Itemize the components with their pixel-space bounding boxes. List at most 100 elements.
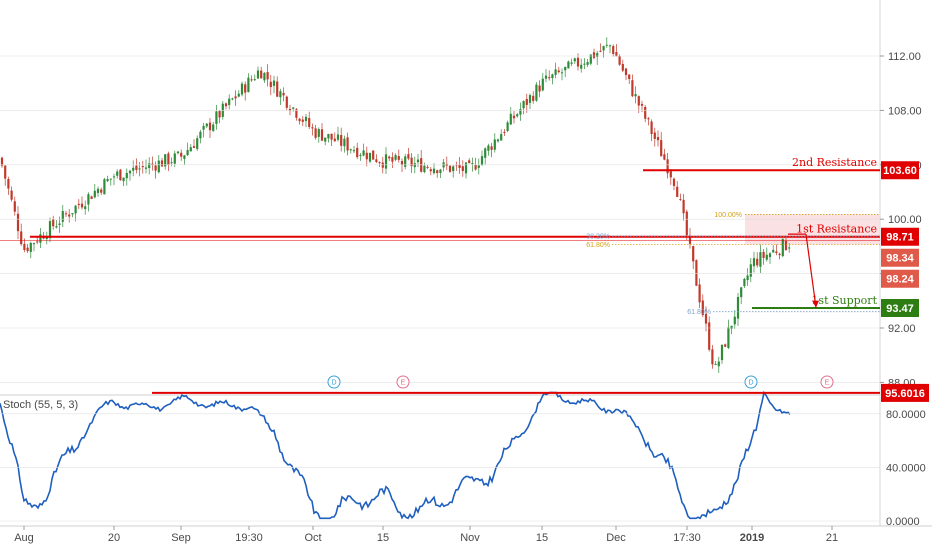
candle-down	[669, 171, 672, 178]
candle-down	[612, 46, 615, 54]
candle-down	[301, 119, 304, 122]
projection-arrow-head	[812, 300, 819, 308]
candle-down	[676, 186, 679, 197]
candle-up	[567, 61, 570, 69]
second-resistance-price-tag-box	[881, 161, 919, 180]
candle-down	[400, 161, 404, 165]
candle-down	[474, 164, 477, 170]
time-tick-label: 19:30	[235, 532, 263, 544]
candle-down	[100, 189, 103, 193]
candle-down	[80, 203, 84, 208]
candle-up	[500, 134, 503, 141]
candle-down	[378, 162, 381, 164]
candle-up	[292, 107, 295, 109]
candle-down	[618, 56, 621, 65]
candle-down	[244, 84, 247, 93]
candle-up	[349, 149, 352, 151]
candle-up	[279, 91, 282, 98]
second-resistance-label: 2nd Resistance	[792, 156, 877, 169]
current-price-tag-box	[881, 248, 919, 267]
candle-down	[557, 70, 560, 73]
candle-down	[381, 162, 384, 168]
candle-down	[269, 81, 272, 88]
event-marker-circle	[820, 375, 834, 389]
candle-up	[452, 166, 455, 172]
candle-down	[631, 80, 634, 97]
candle-down	[266, 72, 269, 80]
candle-up	[573, 58, 576, 62]
candle-down	[756, 258, 759, 266]
candle-up	[45, 237, 48, 239]
candle-up	[103, 179, 106, 195]
price-tick-label: 112.00	[888, 51, 921, 63]
candle-up	[138, 168, 141, 170]
candle-down	[548, 77, 551, 79]
candle-down	[778, 253, 781, 256]
candle-down	[640, 103, 644, 106]
current-price-tag-text: 98.24	[886, 274, 914, 286]
candle-down	[461, 166, 464, 171]
candle-down	[532, 95, 535, 101]
price-tick-label: 92.00	[888, 323, 916, 335]
stoch-tick-label: 0.0000	[886, 516, 920, 528]
candle-up	[586, 62, 589, 65]
candle-down	[64, 213, 68, 215]
candle-down	[224, 103, 228, 107]
candle-up	[570, 62, 573, 64]
candle-up	[122, 177, 125, 182]
candle-up	[413, 163, 416, 168]
candle-down	[682, 199, 685, 214]
candle-down	[314, 128, 317, 138]
candle-up	[768, 253, 772, 258]
candle-up	[55, 226, 58, 228]
candle-up	[256, 70, 260, 79]
candle-up	[32, 243, 36, 245]
candle-down	[295, 109, 298, 118]
candle-up	[541, 78, 544, 91]
current-price-tag-box	[881, 269, 919, 288]
price-tick-label: 100.00	[888, 214, 922, 226]
candle-down	[135, 165, 138, 170]
candle-down	[576, 57, 580, 67]
candle-up	[493, 139, 496, 150]
candle-down	[407, 154, 410, 159]
candle-up	[343, 138, 346, 147]
candle-down	[704, 313, 708, 324]
time-tick-label: Nov	[460, 532, 480, 544]
current-price-tag-text: 98.34	[886, 253, 914, 265]
candle-down	[154, 165, 157, 171]
candle-down	[426, 166, 429, 168]
candle-up	[183, 155, 186, 159]
candle-down	[218, 110, 221, 118]
candle-down	[77, 203, 80, 206]
candle-up	[106, 179, 109, 182]
candle-up	[509, 113, 512, 125]
candle-up	[589, 54, 592, 64]
candle-up	[368, 152, 372, 162]
candle-up	[205, 123, 208, 127]
event-marker: D	[327, 375, 341, 389]
candle-up	[144, 167, 148, 169]
candle-down	[388, 156, 391, 159]
candle-down	[503, 131, 506, 133]
candle-down	[653, 132, 656, 139]
candle-up	[157, 160, 160, 173]
candle-down	[628, 74, 631, 80]
first-resistance-label: 1st Resistance	[796, 223, 877, 236]
candle-up	[496, 139, 500, 142]
time-tick-label: 15	[377, 532, 389, 544]
candle-up	[61, 211, 64, 222]
candle-down	[538, 85, 541, 92]
time-tick-label: 20	[108, 532, 120, 544]
candle-up	[423, 165, 426, 173]
candle-down	[708, 322, 711, 350]
candle-up	[746, 275, 749, 281]
second-resistance-price-tag: 103.60	[881, 161, 919, 180]
candle-down	[621, 63, 624, 71]
candle-up	[471, 163, 474, 165]
candle-up	[384, 154, 388, 169]
candle-down	[458, 164, 461, 168]
candle-up	[516, 114, 519, 117]
candle-down	[13, 201, 16, 212]
